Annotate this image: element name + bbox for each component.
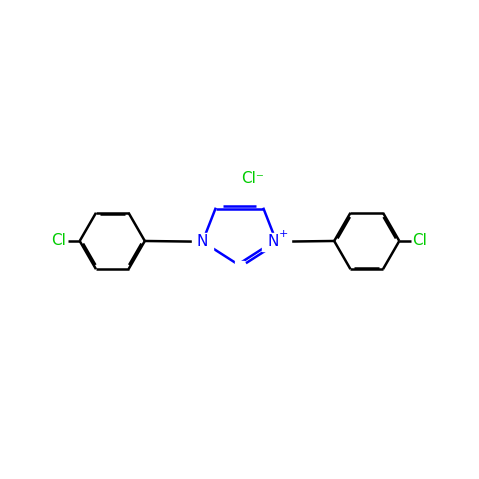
Text: +: +: [279, 229, 288, 240]
Text: Cl⁻: Cl⁻: [241, 171, 264, 186]
Text: N: N: [268, 234, 279, 249]
Bar: [235, 261, 244, 270]
Text: Cl: Cl: [52, 233, 67, 249]
Text: Cl: Cl: [412, 233, 427, 249]
Text: N: N: [197, 234, 208, 249]
Bar: [192, 233, 213, 251]
Bar: [262, 233, 291, 251]
